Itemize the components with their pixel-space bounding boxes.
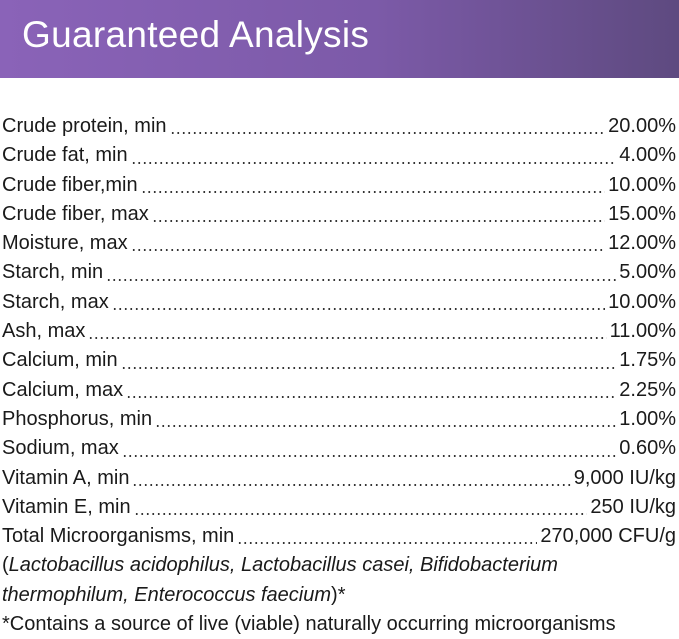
note-species: Lactobacillus acidophilus, Lactobacillus… [2,554,558,606]
row-value: 5.00% [619,261,676,284]
dot-leader [133,513,588,516]
row-value: 9,000 IU/kg [573,466,676,489]
row-label: Calcium, max [2,378,124,401]
row-label: Crude fat, min [2,144,128,167]
row-label: Vitamin A, min [2,466,130,489]
row-label: Vitamin E, min [2,495,131,518]
dot-leader [151,220,606,223]
row-value: 1.00% [619,407,676,430]
row-label: Sodium, max [2,437,119,460]
dot-leader [88,337,607,340]
row: Calcium, min 1.75% [2,346,676,375]
row: Starch, max 10.00% [2,288,676,317]
row: Sodium, max 0.60% [2,434,676,463]
row: Vitamin E, min 250 IU/kg [2,493,676,522]
row-label: Moisture, max [2,232,128,255]
row: Total Microorganisms, min 270,000 CFU/g [2,522,676,551]
row-value: 270,000 CFU/g [540,525,676,548]
row-value: 10.00% [608,173,676,196]
dot-leader [130,161,617,164]
row-value: 12.00% [608,232,676,255]
dot-leader [121,454,617,457]
row-label: Ash, max [2,320,86,343]
dot-leader [132,483,571,486]
row-label: Starch, max [2,290,109,313]
dot-leader [169,132,606,135]
row-label: Crude fiber, max [2,202,149,225]
row-value: 11.00% [609,320,676,343]
row-value: 15.00% [608,202,676,225]
row-value: 4.00% [619,144,676,167]
row: Moisture, max 12.00% [2,229,676,258]
row-label: Calcium, min [2,349,118,372]
note: (Lactobacillus acidophilus, Lactobacillu… [2,551,676,610]
note-close: )* [331,583,346,606]
header-bar: Guaranteed Analysis [0,0,679,78]
title: Guaranteed Analysis [22,14,370,55]
row-label: Total Microorganisms, min [2,525,235,548]
row-value: 0.60% [619,437,676,460]
row: Calcium, max 2.25% [2,376,676,405]
footnote: *Contains a source of live (viable) natu… [2,613,616,636]
row-value: 10.00% [608,290,676,313]
row: Crude fiber, max 15.00% [2,200,676,229]
row-value: 20.00% [608,115,676,137]
row: Ash, max 11.00% [2,317,676,346]
analysis-list: Crude protein, min 20.00% Crude fat, min 4.… [2,112,676,639]
row-label: Crude protein, min [2,115,167,137]
row-label: Crude fiber,min [2,173,138,196]
dot-leader [120,366,617,369]
row-value: 2.25% [619,378,676,401]
note-open: ( [2,554,9,577]
row-value: 250 IU/kg [590,495,676,518]
row: Starch, min 5.00% [2,258,676,287]
dot-leader [140,190,606,193]
row-label: Starch, min [2,261,104,284]
dot-leader [111,308,606,311]
dot-leader [155,425,617,428]
dot-leader [106,278,617,281]
rows: Crude protein, min 20.00% Crude fat, min 4.… [2,112,676,551]
dot-leader [126,395,617,398]
row: Crude fat, min 4.00% [2,141,676,170]
row: Vitamin A, min 9,000 IU/kg [2,464,676,493]
dot-leader [130,249,606,252]
row: Phosphorus, min 1.00% [2,405,676,434]
row: Crude fiber,min 10.00% [2,171,676,200]
dot-leader [237,542,538,545]
row-value: 1.75% [619,349,676,372]
row-label: Phosphorus, min [2,407,153,430]
row: Crude protein, min 20.00% [2,112,676,141]
